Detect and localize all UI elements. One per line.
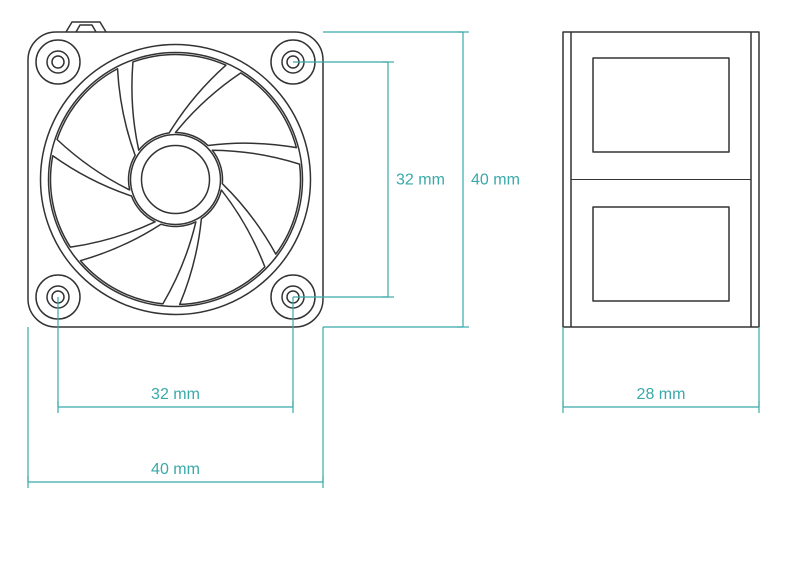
dim-label-body-w: 40 mm	[151, 461, 200, 478]
dim-label-depth: 28 mm	[637, 386, 686, 403]
dim-label-hole-pitch-v: 32 mm	[396, 172, 445, 189]
fan-front-view	[28, 22, 323, 327]
fan-side-view	[563, 32, 759, 327]
dim-label-hole-pitch-h: 32 mm	[151, 386, 200, 403]
dim-label-body-h: 40 mm	[471, 172, 520, 189]
fan-dimension-diagram: 32 mm 40 mm 32 mm 40 mm 28 mm	[0, 0, 800, 573]
